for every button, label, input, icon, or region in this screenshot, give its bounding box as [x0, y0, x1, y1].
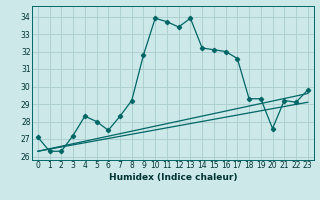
X-axis label: Humidex (Indice chaleur): Humidex (Indice chaleur) — [108, 173, 237, 182]
